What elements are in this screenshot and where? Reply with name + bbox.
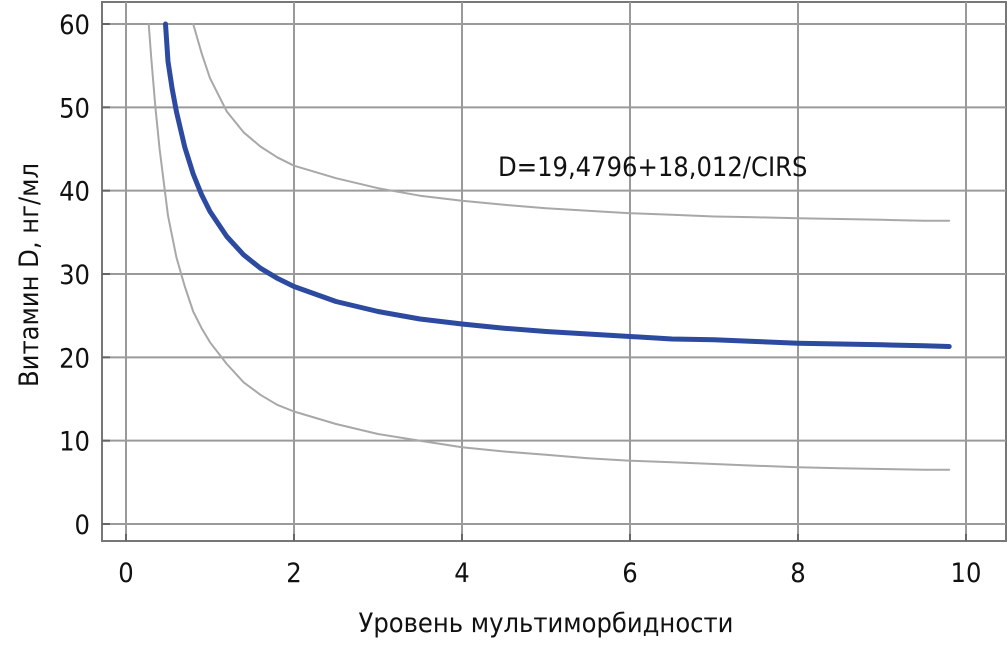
x-tick-label: 0: [118, 558, 133, 589]
upper-confidence-line: [192, 23, 951, 222]
y-tick-label: 40: [59, 177, 90, 208]
y-tick-label: 60: [59, 10, 90, 41]
x-tick-label: 4: [454, 558, 469, 589]
fit-curve-line: [163, 21, 952, 349]
x-axis-title: Уровень мультиморбидности: [359, 608, 734, 639]
annotation-formula: D=19,4796+18,012/CIRS: [498, 152, 807, 183]
grid: [102, 2, 1006, 541]
y-tick-label: 10: [59, 427, 90, 458]
x-tick-label: 8: [790, 558, 805, 589]
x-tick-label: 2: [286, 558, 301, 589]
plot-frame: [101, 1, 1007, 542]
y-axis-title: Витамин D, нг/мл: [14, 163, 45, 387]
x-tick-label: 6: [622, 558, 637, 589]
y-tick-label: 30: [59, 260, 90, 291]
ticks: 0 2 4 6 8 10 0 10 20 30 40 50 60: [59, 10, 981, 589]
lower-confidence-line: [147, 23, 951, 471]
y-tick-label: 0: [75, 510, 90, 541]
x-tick-label: 10: [951, 558, 982, 589]
y-tick-label: 50: [59, 93, 90, 124]
series-group: [147, 21, 952, 471]
y-tick-label: 20: [59, 343, 90, 374]
